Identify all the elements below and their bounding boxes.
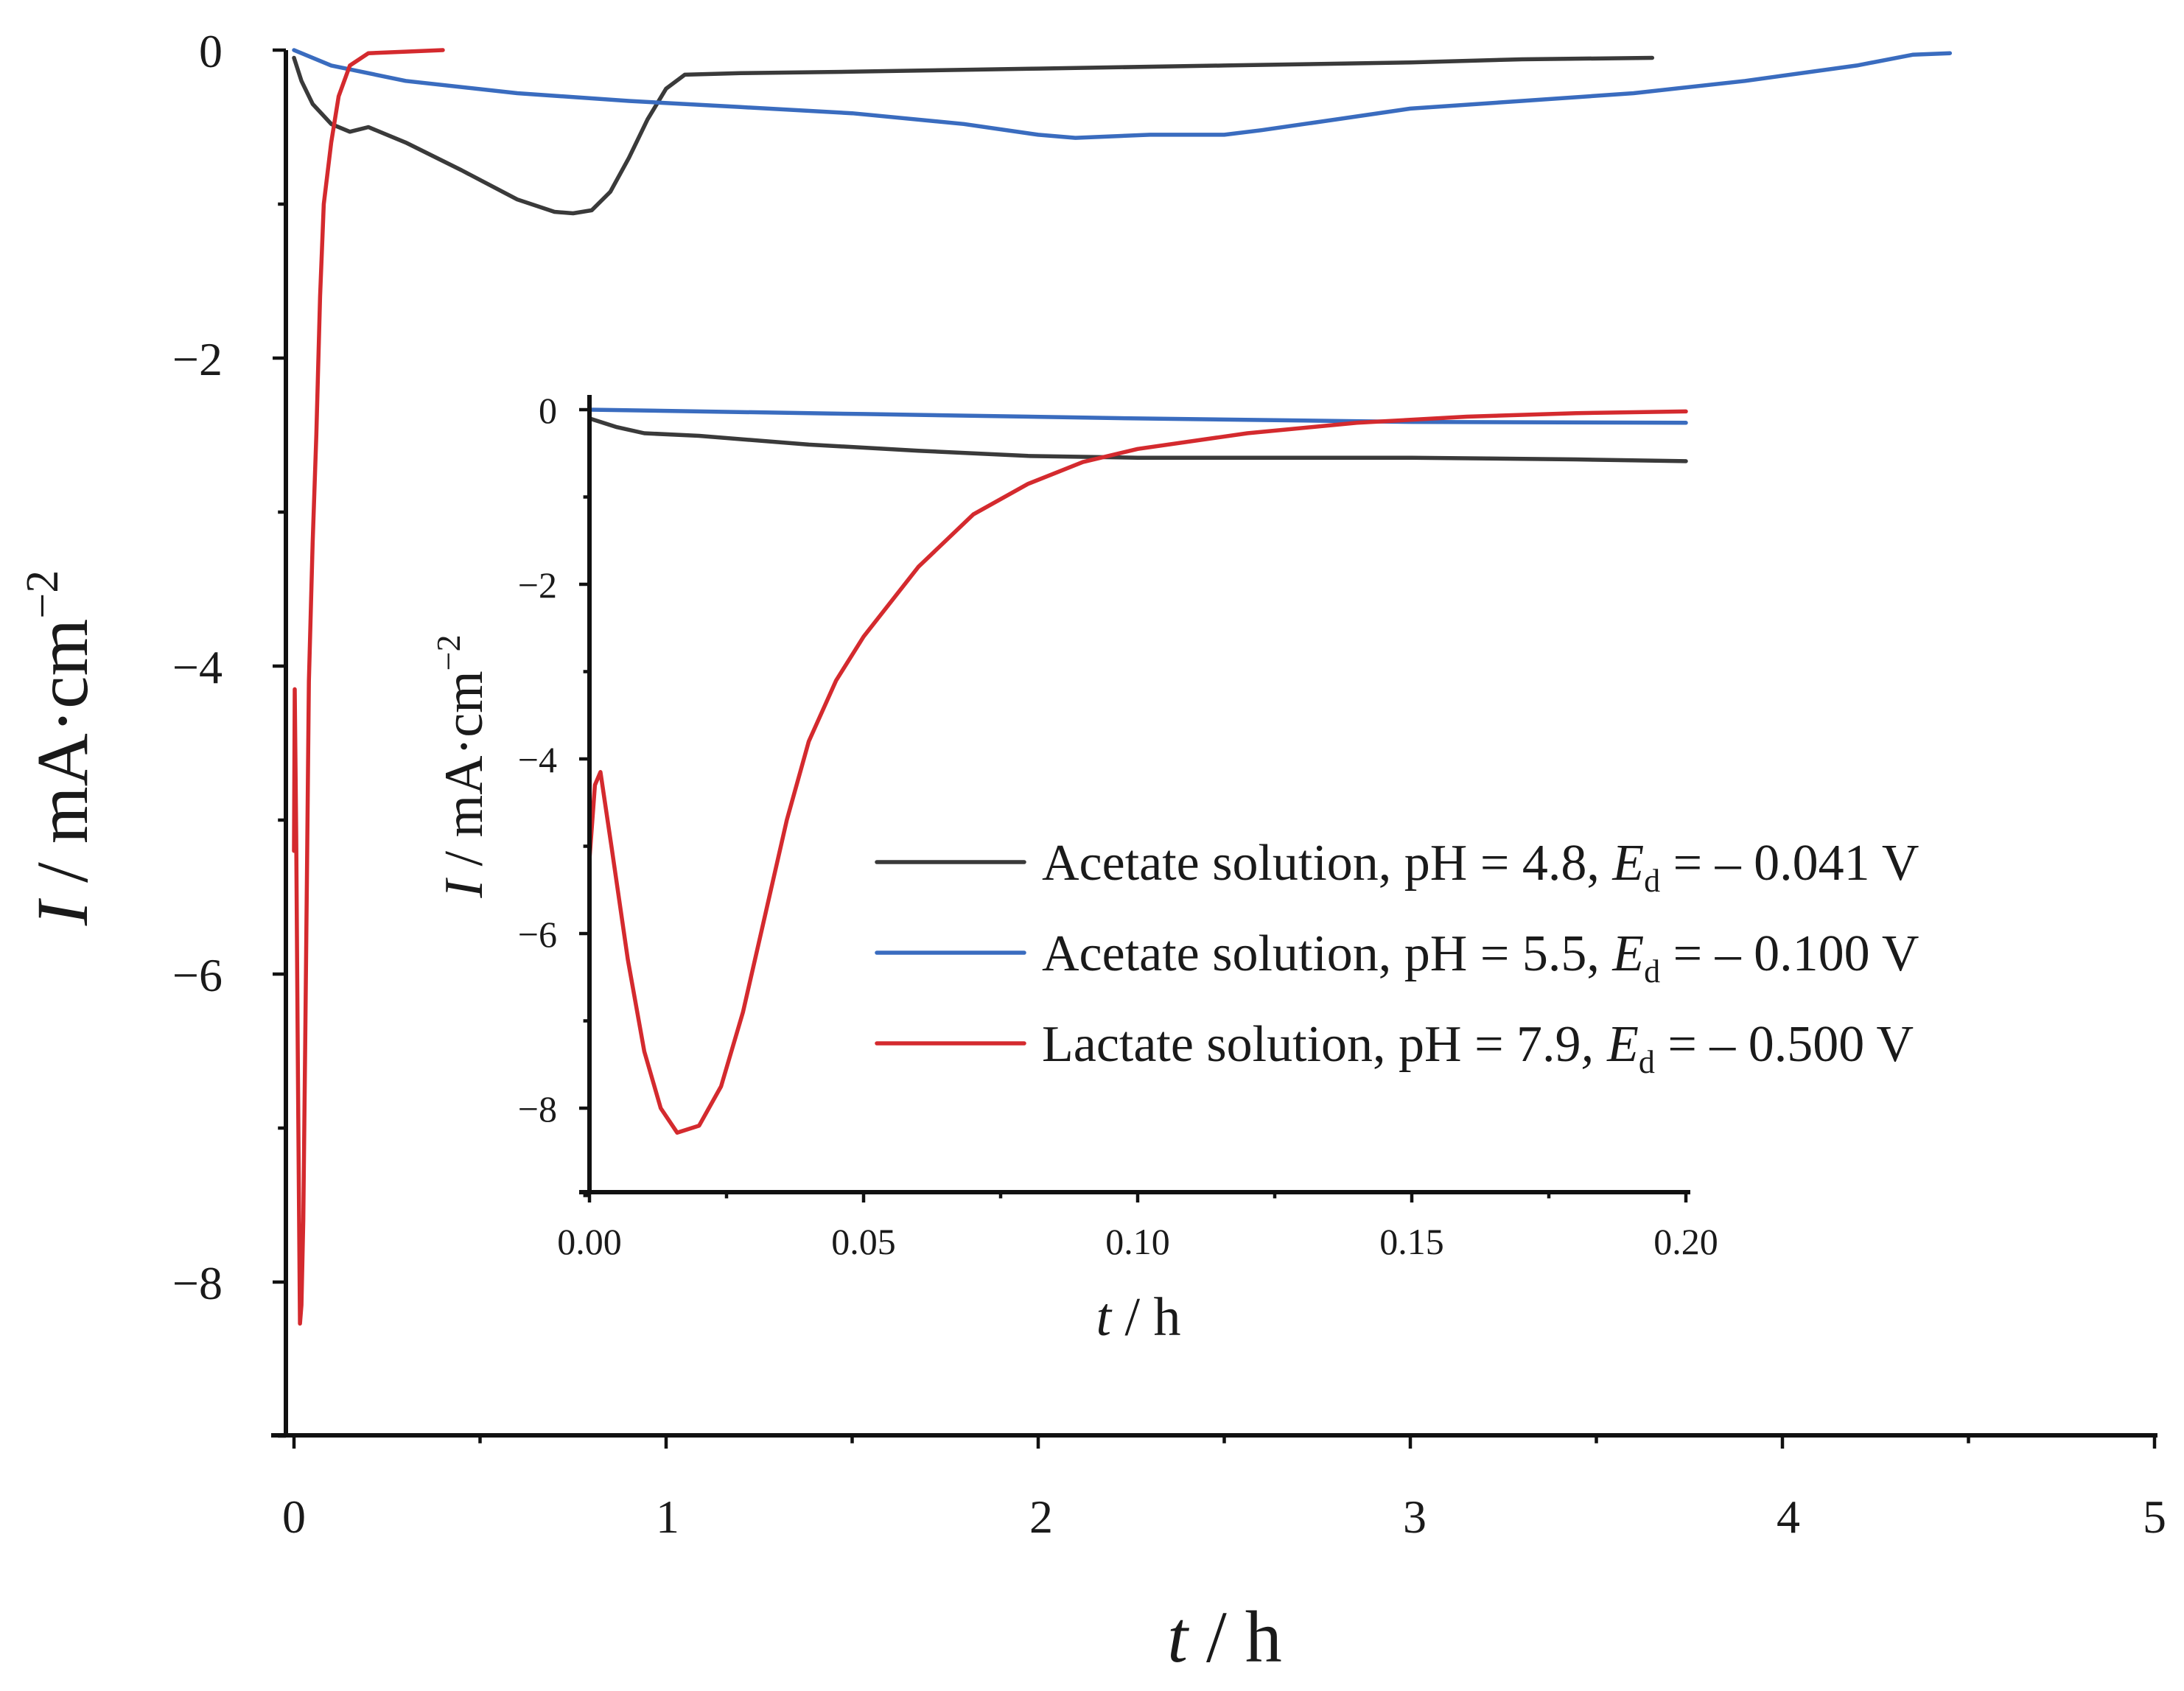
main-plot: 0 −2 −4 −6 −8 0 1 2 3 4 5 t / h I / mA·c… <box>18 25 2166 1678</box>
legend-label-main: Lactate solution, pH = 7.9 <box>1042 1016 1581 1073</box>
inset-series-line-1 <box>587 416 1688 463</box>
inset-y-tick-label: −4 <box>518 739 557 780</box>
inset-series-group <box>587 407 1688 1135</box>
main-series-group <box>292 48 1953 1326</box>
main-y-unit-sup: −2 <box>18 570 68 619</box>
legend-label-main: Acetate solution, pH = 5.5, <box>1042 925 1612 982</box>
main-x-unit: / h <box>1188 1596 1282 1678</box>
inset-x-tick-label: 0.10 <box>1105 1221 1170 1262</box>
inset-x-tick-label: 0.00 <box>557 1221 622 1262</box>
inset-x-tick-label: 0.05 <box>831 1221 896 1262</box>
inset-series-line-2 <box>587 407 1688 425</box>
inset-x-axis-title: t / h <box>1096 1287 1180 1348</box>
inset-y-tick-label: −8 <box>518 1088 557 1130</box>
legend-label: Acetate solution, pH = 4.8, Ed = – 0.041… <box>1042 835 1919 899</box>
main-series-line-1 <box>292 55 1655 216</box>
legend-entry: Lactate solution, pH = 7.9, Ed = – 0.500 … <box>875 1016 1914 1080</box>
legend-e-symbol: E <box>1611 835 1644 892</box>
inset-y-unit-sup: −2 <box>430 634 467 671</box>
inset-plot: 0 −2 −4 −6 −8 0.00 0.05 0.10 0.15 0.20 t… <box>430 390 1718 1348</box>
inset-ticks <box>579 407 1688 1202</box>
main-y-tick-label: 0 <box>199 25 223 77</box>
legend-entry: Acetate solution, pH = 5.5, Ed = – 0.100… <box>875 925 1919 990</box>
main-y-axis-title: I / mA·cm−2 <box>18 570 103 927</box>
main-x-axis-title: t / h <box>1167 1596 1282 1678</box>
legend-label: Acetate solution, pH = 5.5, Ed = – 0.100… <box>1042 925 1919 990</box>
main-series-line-2 <box>292 48 1953 140</box>
main-x-tick-label: 1 <box>656 1491 679 1543</box>
main-x-tick-label: 0 <box>282 1491 306 1543</box>
legend-label-main: Acetate solution, pH = 4.8, <box>1042 835 1612 892</box>
main-x-tick-label: 5 <box>2143 1491 2166 1543</box>
main-y-tick-label: −4 <box>172 641 223 693</box>
inset-y-tick-label: −2 <box>518 564 557 606</box>
legend-entry: Acetate solution, pH = 4.8, Ed = – 0.041… <box>875 835 1919 899</box>
main-y-var: I <box>21 897 103 926</box>
inset-y-tick-label: −6 <box>518 914 557 955</box>
inset-y-tick-label: 0 <box>539 390 557 431</box>
inset-x-unit: / h <box>1111 1287 1181 1348</box>
main-x-tick-label: 3 <box>1403 1491 1427 1543</box>
legend-value: = – 0.100 V <box>1660 925 1919 982</box>
inset-y-var: I <box>434 878 494 899</box>
main-series-line-3 <box>292 48 445 1326</box>
inset-y-unit: / mA·cm <box>434 671 494 880</box>
legend-e-subscript: d <box>1644 863 1660 899</box>
inset-series-line-3 <box>587 409 1688 1135</box>
inset-x-var: t <box>1096 1287 1113 1348</box>
legend-label: Lactate solution, pH = 7.9, Ed = – 0.500 … <box>1042 1016 1914 1080</box>
legend-e-subscript: d <box>1639 1044 1655 1080</box>
legend-value: = – 0.500 V <box>1655 1016 1914 1073</box>
main-y-unit: / mA·cm <box>21 619 103 901</box>
inset-x-tick-label: 0.15 <box>1379 1221 1444 1262</box>
inset-y-axis-title: I / mA·cm−2 <box>430 634 494 898</box>
main-ticks <box>273 48 2157 1449</box>
main-y-tick-label: −6 <box>172 949 223 1001</box>
main-x-tick-label: 2 <box>1029 1491 1053 1543</box>
legend-e-subscript: d <box>1644 953 1660 990</box>
legend-e-symbol: E <box>1611 925 1644 982</box>
inset-x-tick-label: 0.20 <box>1653 1221 1718 1262</box>
legend-e-symbol: E <box>1606 1016 1639 1073</box>
legend-label-comma: , <box>1581 1016 1595 1073</box>
main-y-tick-label: −2 <box>172 333 223 385</box>
main-x-var: t <box>1167 1596 1189 1678</box>
main-y-tick-label: −8 <box>172 1257 223 1309</box>
legend: Acetate solution, pH = 4.8, Ed = – 0.041… <box>875 835 1919 1080</box>
legend-value: = – 0.041 V <box>1660 835 1919 892</box>
main-x-tick-label: 4 <box>1777 1491 1800 1543</box>
